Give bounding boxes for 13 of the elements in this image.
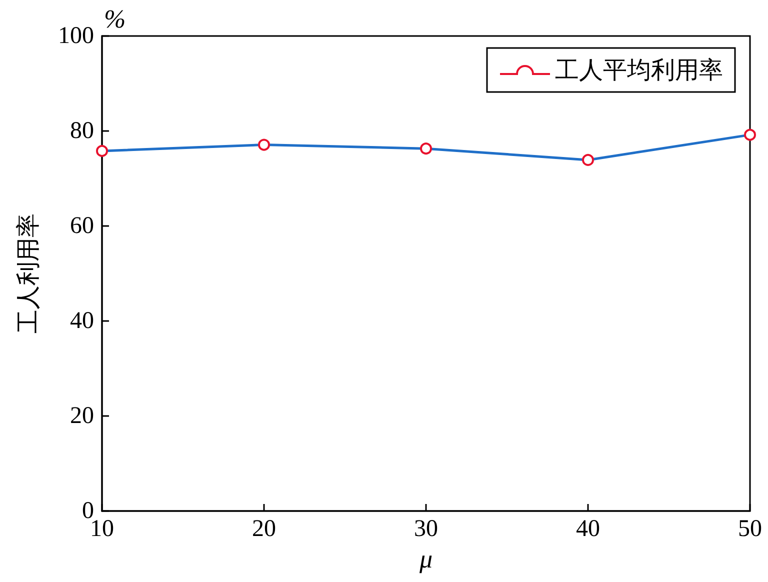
x-axis-title: μ <box>418 544 433 574</box>
x-tick-label: 50 <box>738 516 762 542</box>
x-tick-label: 20 <box>252 516 276 542</box>
y-tick-label: 100 <box>58 23 94 49</box>
legend-label: 工人平均利用率 <box>555 56 723 84</box>
x-tick-label: 40 <box>576 516 600 542</box>
x-tick-label: 30 <box>414 516 438 542</box>
text: % <box>104 4 126 34</box>
y-tick-label: 80 <box>70 118 94 144</box>
y-tick-label: 40 <box>70 308 94 334</box>
y-axis-title: 工人利用率 <box>14 214 42 334</box>
y-tick-label: 20 <box>70 403 94 429</box>
y-tick-label: 60 <box>70 213 94 239</box>
